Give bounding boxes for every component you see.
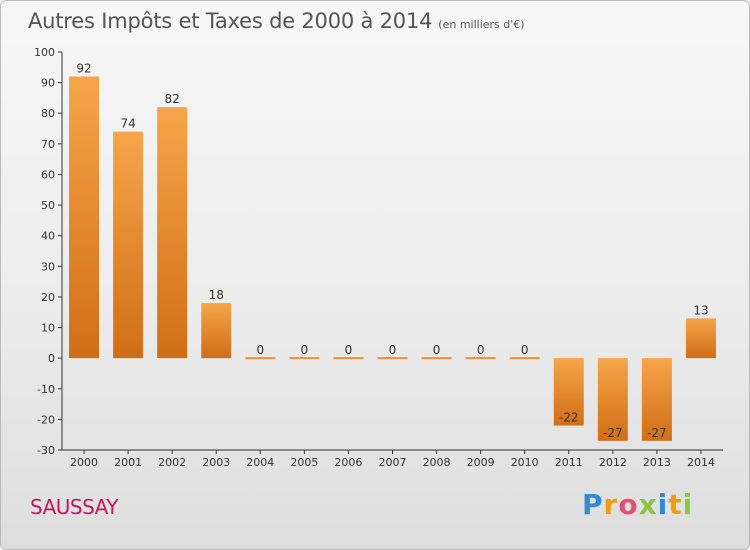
bar [421,357,452,360]
bar [597,358,628,441]
value-label: -27 [647,426,667,440]
bar [201,303,232,359]
chart-unit-note: (en milliers d'€) [438,18,525,31]
y-tick-label: -20 [37,413,55,426]
x-tick-label: 2002 [158,456,186,469]
value-label: 0 [389,343,397,357]
x-tick-label: 2012 [599,456,627,469]
x-tick-label: 2000 [70,456,98,469]
value-label: 0 [256,343,264,357]
x-tick-label: 2007 [379,456,407,469]
y-tick-label: 90 [41,77,55,90]
x-tick-label: 2013 [643,456,671,469]
y-tick-label: 50 [41,199,55,212]
y-tick-label: 30 [41,260,55,273]
bar [377,357,408,360]
y-tick-label: -30 [37,444,55,457]
x-tick-label: 2014 [687,456,715,469]
bar [157,107,188,359]
x-tick-label: 2009 [467,456,495,469]
x-tick-label: 2010 [511,456,539,469]
y-tick-label: 80 [41,107,55,120]
value-label: 13 [693,303,708,317]
y-tick-label: 40 [41,230,55,243]
value-label: 0 [521,343,529,357]
x-tick-label: 2011 [555,456,583,469]
y-tick-label: 20 [41,291,55,304]
proxiti-logo: Proxiti [582,488,694,521]
town-name: SAUSSAY [30,495,119,519]
x-tick-label: 2006 [334,456,362,469]
x-tick-label: 2004 [246,456,274,469]
value-label: 0 [477,343,485,357]
y-tick-label: -10 [37,383,55,396]
bar [553,358,584,426]
y-tick-label: 10 [41,322,55,335]
x-tick-label: 2003 [202,456,230,469]
value-label: 92 [76,61,91,75]
bar [245,357,276,360]
bar [333,357,364,360]
value-label: 82 [165,92,180,106]
bars-layer [69,76,716,441]
bar [465,357,496,360]
bar [641,358,672,441]
bar [509,357,540,360]
x-tick-label: 2001 [114,456,142,469]
value-label: 0 [345,343,353,357]
value-label: 0 [433,343,441,357]
bar [289,357,320,360]
value-label: 74 [120,117,135,131]
y-tick-label: 100 [34,46,55,59]
y-tick-label: 70 [41,138,55,151]
value-label: 18 [209,288,224,302]
bar [685,318,716,359]
x-tick-label: 2008 [423,456,451,469]
value-label: -22 [559,411,579,425]
y-tick-label: 0 [48,352,55,365]
chart-title-block: Autres Impôts et Taxes de 2000 à 2014 (en… [28,9,525,33]
labels-layer: 92 74 82 18 0 0 0 0 0 0 0 -22 -27 -27 13 [76,61,708,439]
value-label: 0 [301,343,309,357]
x-tick-label: 2005 [290,456,318,469]
bar [113,131,144,359]
value-label: -27 [603,426,623,440]
bar [69,76,100,359]
y-tick-label: 60 [41,168,55,181]
chart-title: Autres Impôts et Taxes de 2000 à 2014 [28,9,433,33]
